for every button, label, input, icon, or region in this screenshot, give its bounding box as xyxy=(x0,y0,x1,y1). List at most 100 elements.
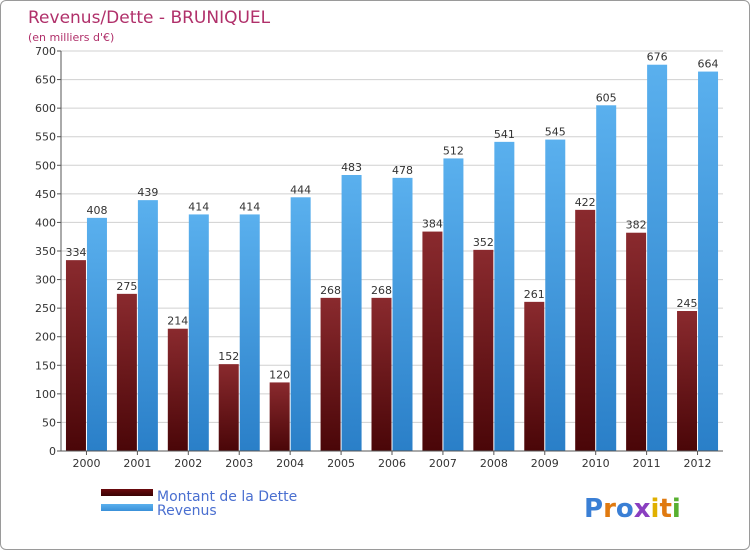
value-label-debt-2011: 382 xyxy=(626,219,647,232)
value-label-debt-2005: 268 xyxy=(320,284,341,297)
bar-revenus-2011 xyxy=(647,64,668,451)
bar-debt-2007 xyxy=(422,231,443,451)
y-tick-label: 350 xyxy=(35,245,56,258)
bar-debt-2000 xyxy=(65,260,86,451)
x-tick-label-2006: 2006 xyxy=(378,457,406,470)
value-label-debt-2002: 214 xyxy=(167,315,188,328)
legend: Montant de la Dette Revenus xyxy=(101,489,297,519)
x-tick-label-2000: 2000 xyxy=(72,457,100,470)
y-tick-label: 650 xyxy=(35,74,56,87)
logo-letter-2: r xyxy=(603,494,616,524)
bar-revenus-2000 xyxy=(86,217,107,451)
bar-revenus-2010 xyxy=(596,105,617,452)
y-axis-ticks: 0 50 100 150 200 250 300 350 400 450 500 550 600 650 7… xyxy=(35,45,61,458)
x-tick-label-2010: 2010 xyxy=(582,457,610,470)
x-tick-label-2001: 2001 xyxy=(123,457,151,470)
y-tick-label: 300 xyxy=(35,274,56,287)
bar-debt-2004 xyxy=(269,382,290,451)
bar-revenus-2001 xyxy=(137,200,158,451)
value-label-debt-2006: 268 xyxy=(371,284,392,297)
bar-revenus-2009 xyxy=(545,139,566,452)
bar-revenus-2006 xyxy=(392,177,413,451)
x-tick-label-2002: 2002 xyxy=(174,457,202,470)
value-label-revenus-2004: 444 xyxy=(290,183,311,196)
bar-revenus-2007 xyxy=(443,158,464,451)
legend-label-debt: Montant de la Dette xyxy=(157,489,297,505)
x-tick-label-2007: 2007 xyxy=(429,457,457,470)
bar-debt-2003 xyxy=(218,364,239,451)
logo-letter-3: o xyxy=(616,494,634,524)
y-tick-label: 150 xyxy=(35,359,56,372)
bar-debt-2008 xyxy=(473,249,494,451)
value-label-revenus-2006: 478 xyxy=(392,164,413,177)
logo-letter-1: P xyxy=(584,494,603,524)
x-tick-label-2004: 2004 xyxy=(276,457,304,470)
bar-revenus-2005 xyxy=(341,175,362,451)
value-label-revenus-2003: 414 xyxy=(239,200,260,213)
bar-debt-2012 xyxy=(677,311,698,451)
bar-debt-2001 xyxy=(116,293,137,451)
x-tick-label-2008: 2008 xyxy=(480,457,508,470)
x-tick-label-2012: 2012 xyxy=(684,457,712,470)
logo-letter-5: i xyxy=(651,494,660,524)
value-label-revenus-2002: 414 xyxy=(188,200,209,213)
value-label-revenus-2012: 664 xyxy=(698,58,719,71)
bar-revenus-2004 xyxy=(290,197,311,451)
value-label-debt-2012: 245 xyxy=(677,297,698,310)
value-label-debt-2003: 152 xyxy=(218,350,239,363)
gridlines xyxy=(61,50,723,423)
value-label-debt-2001: 275 xyxy=(116,280,137,293)
y-tick-label: 100 xyxy=(35,388,56,401)
bar-debt-2005 xyxy=(320,297,341,451)
y-tick-label: 50 xyxy=(42,416,56,429)
chart-title: Revenus/Dette - BRUNIQUEL xyxy=(28,8,271,28)
y-tick-label: 250 xyxy=(35,302,56,315)
y-tick-label: 550 xyxy=(35,131,56,144)
value-label-debt-2008: 352 xyxy=(473,236,494,249)
chart-subtitle: (en milliers d'€) xyxy=(28,31,114,44)
logo-letter-7: i xyxy=(672,494,681,524)
x-tick-label-2011: 2011 xyxy=(633,457,661,470)
y-tick-label: 200 xyxy=(35,331,56,344)
bar-debt-2010 xyxy=(575,209,596,451)
bar-revenus-2002 xyxy=(188,214,209,451)
value-label-revenus-2001: 439 xyxy=(137,186,158,199)
value-label-revenus-2009: 545 xyxy=(545,126,566,139)
value-label-revenus-2010: 605 xyxy=(596,91,617,104)
bar-revenus-2003 xyxy=(239,214,260,451)
bar-debt-2009 xyxy=(524,301,545,451)
logo-letter-4: x xyxy=(634,494,651,524)
x-tick-label-2009: 2009 xyxy=(531,457,559,470)
value-label-revenus-2000: 408 xyxy=(86,204,107,217)
y-tick-label: 500 xyxy=(35,159,56,172)
y-tick-label: 600 xyxy=(35,102,56,115)
y-tick-label: 700 xyxy=(35,45,56,58)
bar-revenus-2008 xyxy=(494,141,515,451)
bars xyxy=(65,64,719,452)
value-label-revenus-2011: 676 xyxy=(647,51,668,64)
legend-label-revenus: Revenus xyxy=(157,503,217,519)
y-tick-label: 400 xyxy=(35,216,56,229)
x-tick-label-2005: 2005 xyxy=(327,457,355,470)
value-labels: 334 408 275 439 214 414 152 414 120 444 268 483 268 4… xyxy=(65,51,718,382)
value-label-debt-2009: 261 xyxy=(524,288,545,301)
legend-swatch-revenus xyxy=(101,504,153,511)
value-label-revenus-2007: 512 xyxy=(443,144,464,157)
value-label-debt-2000: 334 xyxy=(65,246,86,259)
value-label-revenus-2005: 483 xyxy=(341,161,362,174)
bar-debt-2002 xyxy=(167,328,188,451)
y-tick-label: 450 xyxy=(35,188,56,201)
value-label-revenus-2008: 541 xyxy=(494,128,515,141)
x-tick-label-2003: 2003 xyxy=(225,457,253,470)
x-axis-ticks: 2000 2001 2002 2003 2004 2005 2006 2007 2008 2009… xyxy=(72,451,712,470)
y-tick-label: 0 xyxy=(49,445,56,458)
logo-letter-6: t xyxy=(659,494,671,524)
bar-debt-2011 xyxy=(626,232,647,451)
bar-debt-2006 xyxy=(371,297,392,451)
legend-swatch-debt xyxy=(101,489,153,496)
value-label-debt-2004: 120 xyxy=(269,368,290,381)
proxiti-logo: Proxiti xyxy=(584,494,681,524)
bar-revenus-2012 xyxy=(698,71,719,452)
